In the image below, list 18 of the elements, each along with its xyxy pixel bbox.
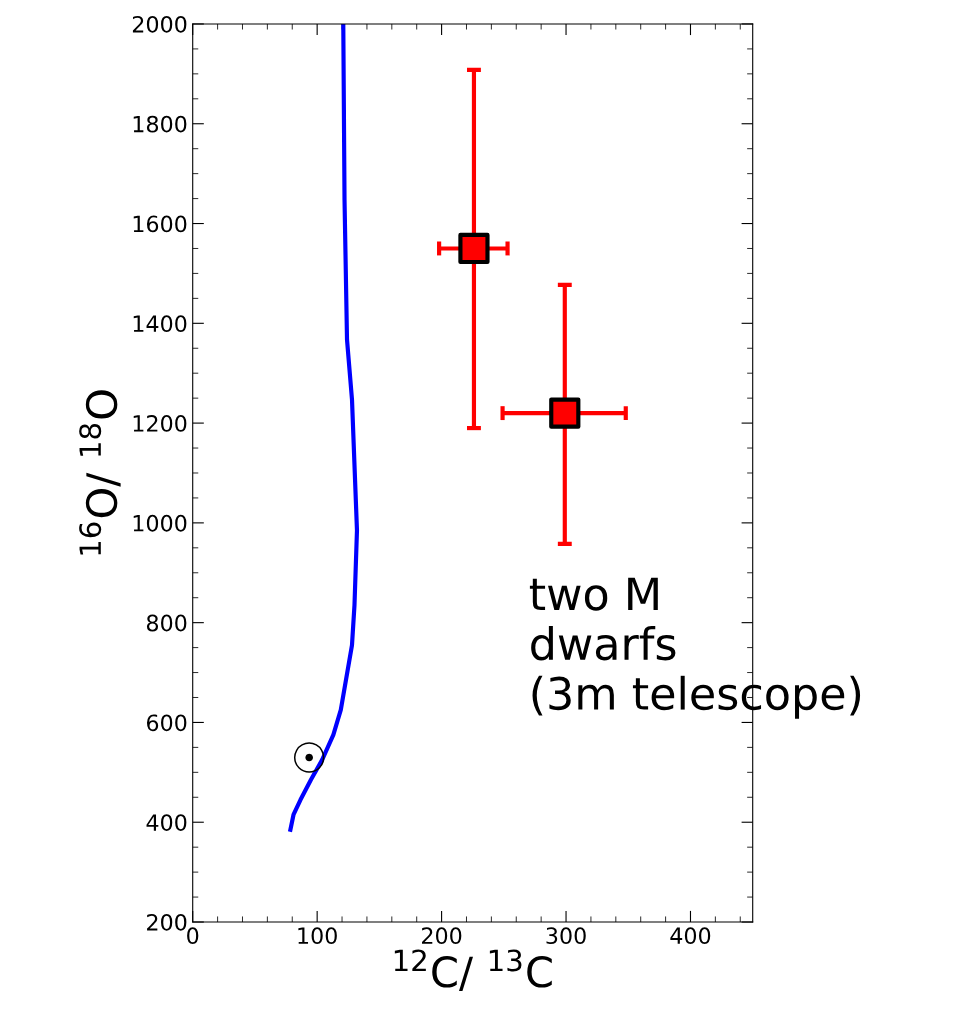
y-tick-label: 200 — [147, 913, 187, 931]
y-tick-label: 600 — [146, 714, 187, 732]
x-tick-label: 0 — [187, 927, 199, 945]
x-tick-label: 100 — [298, 927, 337, 945]
y-tick-label: 1600 — [133, 215, 187, 233]
y-tick-label: 1000 — [133, 514, 187, 532]
y-tick-label: 1800 — [133, 115, 187, 133]
x-tick-label: 200 — [422, 927, 462, 945]
y-tick-label: 2000 — [132, 15, 187, 33]
y-tick-label: 1400 — [133, 315, 187, 333]
x-tick-label: 400 — [670, 927, 711, 945]
line-series — [288, 23, 360, 832]
x-axis-title: $^{12}$C/ $^{13}$C — [394, 949, 552, 991]
y-tick-label: 400 — [146, 814, 187, 831]
y-tick-label: 800 — [146, 614, 187, 632]
y-tick-label: 1200 — [133, 415, 187, 432]
y-axis-title: $^{16}$O/ $^{18}$O — [79, 390, 121, 555]
x-tick-label: 300 — [546, 927, 586, 945]
